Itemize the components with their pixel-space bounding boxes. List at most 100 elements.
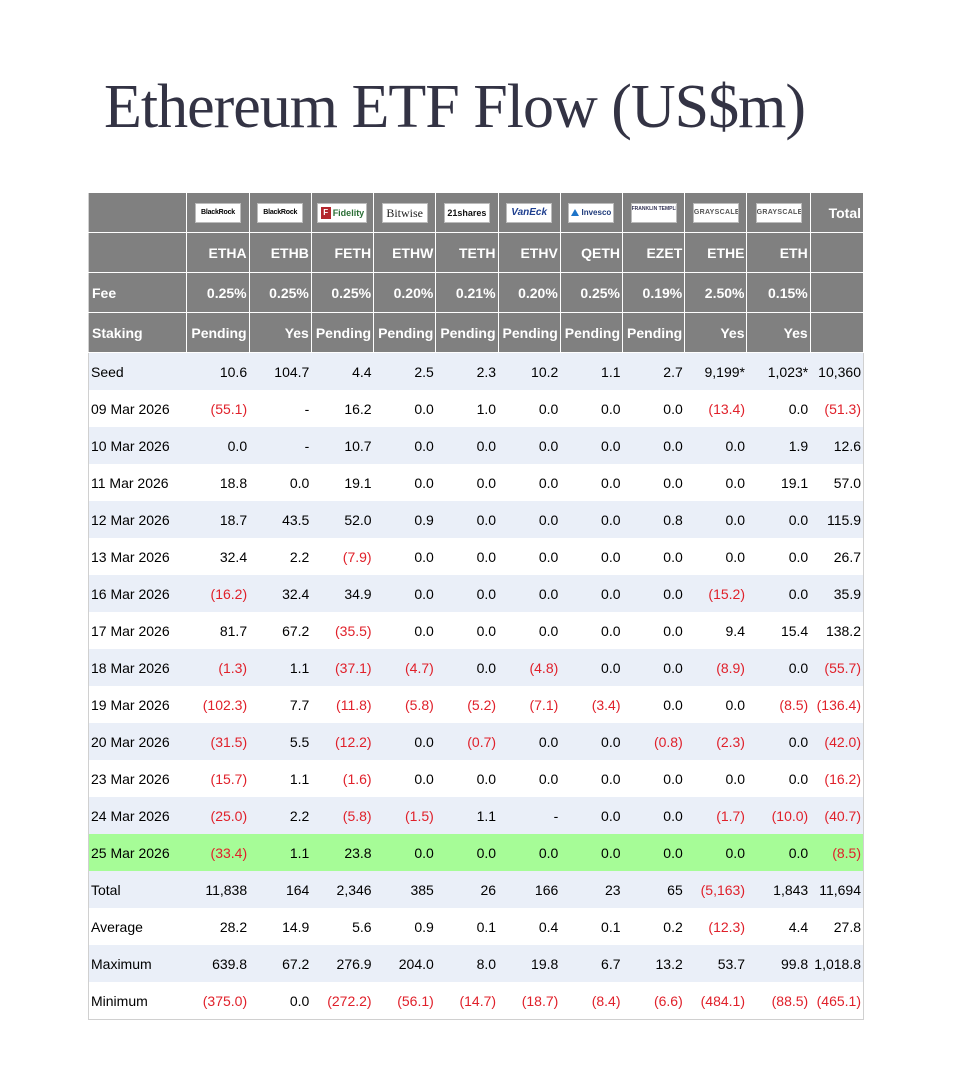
row-total-cell: 27.8 xyxy=(810,908,864,945)
flow-cell: 10.7 xyxy=(311,427,374,464)
flow-cell: (102.3) xyxy=(186,686,250,723)
flow-cell: 52.0 xyxy=(311,501,374,538)
flow-cell: 1,023* xyxy=(746,352,811,390)
flow-cell: (10.0) xyxy=(746,797,811,834)
table-row: 09 Mar 2026 (55.1) -16.2 0.0 1.0 0.0 0.0 0.0 (13… xyxy=(88,390,864,427)
flow-cell: (1.7) xyxy=(684,797,747,834)
logo-text: 21shares xyxy=(447,207,487,218)
summary-row: Minimum (375.0) 0.0 (272.2) (56.1) (14.7) (18.… xyxy=(88,982,864,1020)
flow-cell: (3.4) xyxy=(560,686,623,723)
flow-cell: 53.7 xyxy=(684,945,747,982)
flow-cell: 0.0 xyxy=(622,834,685,871)
flow-cell: 0.0 xyxy=(560,797,623,834)
flow-cell: 18.7 xyxy=(186,501,250,538)
flow-cell: 1.1 xyxy=(435,797,499,834)
flow-cell: 0.0 xyxy=(373,427,436,464)
flow-cell: 0.0 xyxy=(684,464,747,501)
row-total-cell: 10,360 xyxy=(810,352,864,390)
flow-cell: 0.0 xyxy=(373,464,436,501)
row-total-cell: (136.4) xyxy=(810,686,864,723)
flow-cell: 19.8 xyxy=(498,945,561,982)
table-row: 11 Mar 2026 18.8 0.0 19.1 0.0 0.0 0.0 0.0 0.0 0.0… xyxy=(88,464,864,501)
table-row: 23 Mar 2026 (15.7) 1.1 (1.6) 0.0 0.0 0.0 0.0 0.0… xyxy=(88,760,864,797)
flow-cell: 23.8 xyxy=(311,834,374,871)
flow-cell: 0.0 xyxy=(373,390,436,427)
flow-cell: 0.0 xyxy=(249,464,312,501)
table-row: 25 Mar 2026 (33.4) 1.1 23.8 0.0 0.0 0.0 0.0 0.0 0… xyxy=(88,834,864,871)
ticker-cell: ETHA xyxy=(186,232,250,273)
flow-cell: 385 xyxy=(373,871,436,908)
staking-cell: Yes xyxy=(746,312,811,353)
flow-cell: 2,346 xyxy=(311,871,374,908)
flow-cell: 0.0 xyxy=(560,575,623,612)
flow-cell: (11.8) xyxy=(311,686,374,723)
summary-row: Average 28.2 14.9 5.6 0.9 0.1 0.4 0.1 0.2 (12.3) 4… xyxy=(88,908,864,945)
row-total-cell: (16.2) xyxy=(810,760,864,797)
flow-cell: 0.0 xyxy=(498,834,561,871)
flow-cell: 0.0 xyxy=(746,501,811,538)
fee-cell: 0.25% xyxy=(249,272,312,313)
flow-cell: 0.0 xyxy=(560,834,623,871)
flow-cell: 0.1 xyxy=(435,908,499,945)
flow-cell: 0.0 xyxy=(498,575,561,612)
flow-cell: (37.1) xyxy=(311,649,374,686)
flow-cell: 0.0 xyxy=(622,686,685,723)
flow-cell: 67.2 xyxy=(249,612,312,649)
flow-cell: (2.3) xyxy=(684,723,747,760)
flow-cell: (15.7) xyxy=(186,760,250,797)
staking-cell: Pending xyxy=(498,312,561,353)
flow-cell: 104.7 xyxy=(249,352,312,390)
flow-cell: (8.5) xyxy=(746,686,811,723)
flow-cell: 8.0 xyxy=(435,945,499,982)
flow-cell: (33.4) xyxy=(186,834,250,871)
flow-cell: 0.0 xyxy=(498,538,561,575)
total-column-header: Total xyxy=(810,193,865,233)
flow-cell: 0.0 xyxy=(684,427,747,464)
21shares-logo-icon: 21shares xyxy=(443,202,490,223)
flow-cell: 0.0 xyxy=(560,427,623,464)
etf-flow-table: BlackRock BlackRock F Fidelity Bitwise 21shar… xyxy=(88,193,865,1020)
flow-cell: (0.8) xyxy=(622,723,685,760)
flow-cell: (25.0) xyxy=(186,797,250,834)
bitwise-logo-icon: Bitwise xyxy=(381,202,428,223)
flow-cell: 0.0 xyxy=(498,427,561,464)
flow-cell: (56.1) xyxy=(373,982,436,1020)
header-ticker-row: ETHA ETHB FETH ETHW TETH ETHV QETH EZET ETHE ETH xyxy=(88,232,865,273)
row-label: 17 Mar 2026 xyxy=(88,612,187,649)
flow-cell: 5.5 xyxy=(249,723,312,760)
flow-cell: 18.8 xyxy=(186,464,250,501)
ticker-cell: TETH xyxy=(435,232,499,273)
flow-cell: 0.0 xyxy=(498,612,561,649)
flow-cell: 0.0 xyxy=(622,612,685,649)
logo-text: Invesco xyxy=(581,207,612,217)
row-label: Total xyxy=(88,871,187,908)
flow-cell: 0.0 xyxy=(435,538,499,575)
flow-cell: - xyxy=(249,390,312,427)
flow-cell: (8.9) xyxy=(684,649,747,686)
flow-cell: (15.2) xyxy=(684,575,747,612)
ticker-cell: QETH xyxy=(560,232,624,273)
flow-cell: 0.8 xyxy=(622,501,685,538)
flow-cell: 0.0 xyxy=(435,501,499,538)
flow-cell: (1.6) xyxy=(311,760,374,797)
fee-cell: 0.25% xyxy=(311,272,375,313)
flow-cell: 0.0 xyxy=(435,612,499,649)
flow-cell: 26 xyxy=(435,871,499,908)
flow-cell: 0.0 xyxy=(746,834,811,871)
row-label: 18 Mar 2026 xyxy=(88,649,187,686)
flow-cell: 43.5 xyxy=(249,501,312,538)
fee-cell: 0.20% xyxy=(373,272,437,313)
flow-cell: 0.0 xyxy=(373,612,436,649)
flow-cell: 0.0 xyxy=(186,427,250,464)
flow-cell: 0.0 xyxy=(373,760,436,797)
flow-cell: (7.9) xyxy=(311,538,374,575)
header-fee-row: Fee 0.25% 0.25% 0.25% 0.20% 0.21% 0.20% 0.25% 0.… xyxy=(88,272,865,313)
flow-cell: 0.0 xyxy=(498,464,561,501)
flow-cell: 0.0 xyxy=(560,501,623,538)
summary-row: Total 11,838 164 2,346 385 26 166 23 65 (5,163) 1,… xyxy=(88,871,864,908)
flow-cell: 0.0 xyxy=(373,834,436,871)
table-row: 24 Mar 2026 (25.0) 2.2 (5.8) (1.5) 1.1-0.0 0.0… xyxy=(88,797,864,834)
fee-cell: 0.25% xyxy=(186,272,250,313)
flow-cell: (8.4) xyxy=(560,982,623,1020)
flow-cell: 65 xyxy=(622,871,685,908)
